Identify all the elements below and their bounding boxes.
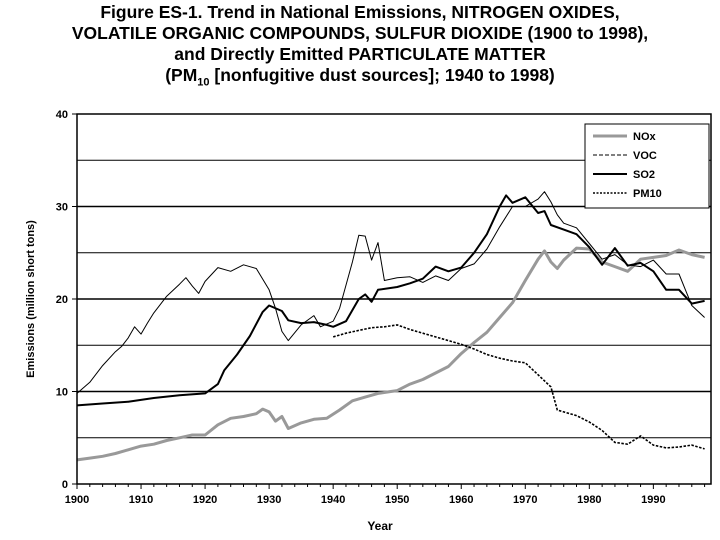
x-tick-label: 1930 [257,494,281,506]
y-axis-label: Emissions (million short tons) [25,220,37,378]
title-line-4-suffix: [nonfugitive dust sources]; 1940 to 1998… [209,65,555,85]
legend-label-pm10: PM10 [633,188,662,200]
x-tick-label: 1940 [321,494,345,506]
y-tick-label: 30 [56,202,68,214]
y-tick-label: 10 [56,387,68,399]
y-tick-label: 20 [56,294,68,306]
chart-title: Figure ES-1. Trend in National Emissions… [0,2,720,94]
y-tick-label: 40 [56,109,68,121]
x-tick-label: 1980 [577,494,601,506]
x-tick-label: 1900 [65,494,89,506]
title-line-4: (PM10 [nonfugitive dust sources]; 1940 t… [0,65,720,94]
x-axis-ticks: 1900 1910 1920 1930 1940 1950 1960 1970 1980 1990 [65,484,706,506]
x-tick-label: 1970 [513,494,537,506]
x-tick-label: 1950 [385,494,409,506]
legend: NOx VOC SO2 PM10 [584,123,710,209]
title-line-2: VOLATILE ORGANIC COMPOUNDS, SULFUR DIOXI… [71,23,649,43]
series-line-nox [76,246,705,462]
series-line-so2 [76,194,705,407]
x-tick-label: 1960 [449,494,473,506]
x-tick-label: 1920 [193,494,217,506]
legend-label-voc: VOC [633,150,657,162]
title-line-3: and Directly Emitted PARTICULATE MATTER [174,44,546,64]
x-axis-label: Year [367,519,393,533]
series-line-pm10 [332,324,705,450]
title-line-4-prefix: (PM [165,65,198,85]
title-line-1: Figure ES-1. Trend in National Emissions… [100,2,620,22]
legend-label-so2: SO2 [633,169,655,181]
x-tick-label: 1990 [641,494,665,506]
series-lines [76,191,705,462]
y-tick-label: 0 [62,479,68,491]
series-line-voc [76,191,705,394]
legend-box [584,123,710,209]
y-axis-ticks: 0 10 20 30 40 [56,109,77,491]
title-line-4-subscript: 10 [197,76,210,89]
x-tick-label: 1910 [129,494,153,506]
legend-label-nox: NOx [633,131,657,143]
